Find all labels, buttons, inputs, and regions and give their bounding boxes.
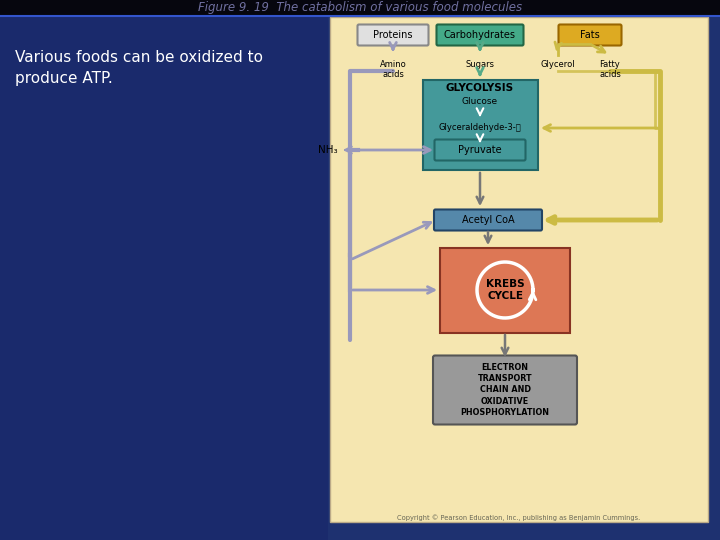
Text: Various foods can be oxidized to
produce ATP.: Various foods can be oxidized to produce… (15, 50, 263, 86)
Text: Acetyl CoA: Acetyl CoA (462, 215, 514, 225)
Text: ELECTRON
TRANSPORT
CHAIN AND
OXIDATIVE
PHOSPHORYLATION: ELECTRON TRANSPORT CHAIN AND OXIDATIVE P… (461, 363, 549, 417)
FancyBboxPatch shape (434, 210, 542, 231)
Text: Fatty
acids: Fatty acids (599, 60, 621, 79)
Text: Fats: Fats (580, 30, 600, 40)
Text: Proteins: Proteins (373, 30, 413, 40)
Bar (330, 17, 708, 522)
Text: Glyceraldehyde-3-Ⓙ: Glyceraldehyde-3-Ⓙ (438, 124, 521, 132)
Text: Sugars: Sugars (466, 60, 495, 69)
Text: Amino
acids: Amino acids (379, 60, 406, 79)
Bar (440, 247, 570, 333)
Text: Figure 9. 19  The catabolism of various food molecules: Figure 9. 19 The catabolism of various f… (198, 2, 522, 15)
Bar (423, 80, 538, 170)
FancyBboxPatch shape (436, 24, 523, 45)
Text: KREBS
CYCLE: KREBS CYCLE (486, 279, 524, 301)
Bar (0, 0, 720, 16)
Text: Glycerol: Glycerol (541, 60, 575, 69)
Text: NH₃: NH₃ (318, 145, 338, 155)
Text: GLYCOLYSIS: GLYCOLYSIS (446, 83, 514, 93)
Text: Carbohydrates: Carbohydrates (444, 30, 516, 40)
FancyBboxPatch shape (559, 24, 621, 45)
FancyBboxPatch shape (433, 355, 577, 424)
Text: Glucose: Glucose (462, 98, 498, 106)
Bar (0, 0, 328, 540)
FancyBboxPatch shape (434, 139, 526, 160)
Text: Copyright © Pearson Education, Inc., publishing as Benjamin Cummings.: Copyright © Pearson Education, Inc., pub… (397, 515, 641, 521)
FancyBboxPatch shape (358, 24, 428, 45)
Text: Pyruvate: Pyruvate (458, 145, 502, 155)
